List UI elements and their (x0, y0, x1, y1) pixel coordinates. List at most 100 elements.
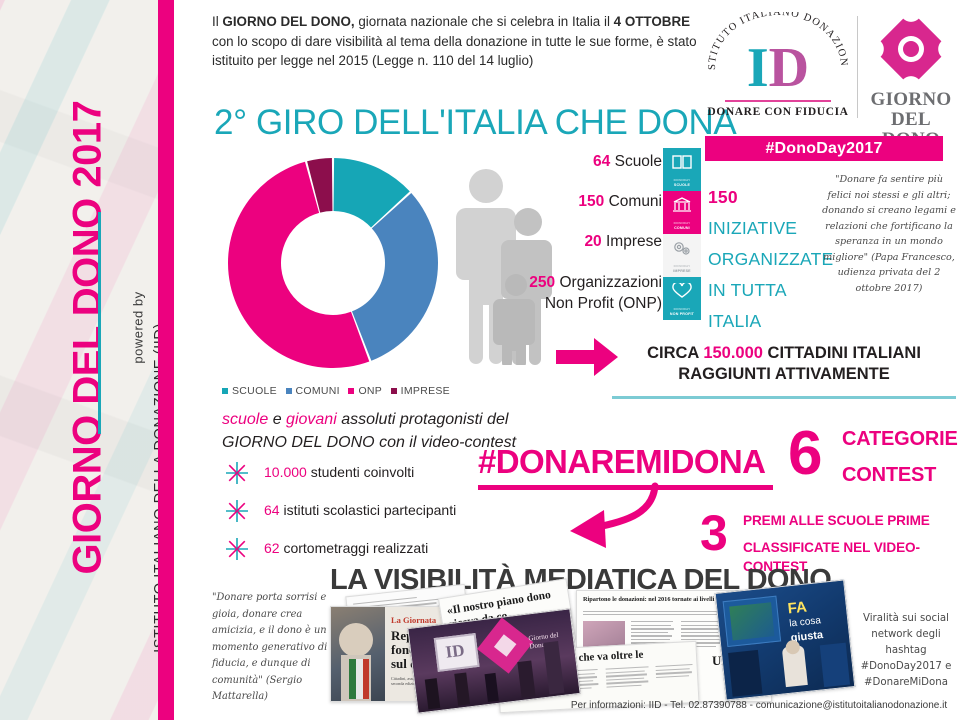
bullet-item: 10.000 studenti coinvolti (224, 458, 524, 496)
stat-number: 64 (593, 153, 611, 170)
iniziative-line2: ORGANIZZATE (708, 249, 834, 269)
icon-card-comuni-caption: DONODAY COMUNI (673, 221, 691, 230)
stat-label: Organizzazioni (555, 274, 662, 291)
intro-paragraph: Il GIORNO DEL DONO, giornata nazionale c… (212, 12, 702, 71)
bullet-text: 62 cortometraggi realizzati (264, 540, 428, 556)
legend-swatch-comuni (285, 388, 292, 394)
tv-overlay1: FA (786, 598, 808, 618)
legend-item-comuni: COMUNI (285, 385, 340, 397)
star-bullet-icon (224, 536, 250, 562)
legend-item-scuole: SCUOLE (222, 385, 277, 397)
iniziative-block: 150 INIZIATIVE ORGANIZZATE IN TUTTA ITAL… (708, 182, 834, 337)
donaremidona-hashtag: #DONAREMIDONA (478, 443, 766, 480)
legend-swatch-scuole (222, 388, 228, 394)
legend-swatch-onp (348, 388, 355, 394)
iid-divider (725, 100, 831, 102)
stat-number: 20 (584, 233, 602, 250)
icon-card-scuole: DONODAY SCUOLE (663, 148, 701, 191)
section-title-giro: 2° GIRO DELL'ITALIA CHE DONA (214, 103, 737, 142)
media-collage: La Giornata Repubblica fondata sul dono … (330, 578, 870, 714)
iniziative-word: INIZIATIVE (708, 218, 798, 238)
donaremidona-underline (478, 485, 773, 490)
icon-card-comuni: DONODAY COMUNI (663, 191, 701, 234)
curved-arrow-icon (560, 482, 670, 552)
bullet-item: 62 cortometraggi realizzati (224, 534, 524, 572)
iid-logo: ISTITUTO ITALIANO DONAZIONE ID DONARE CO… (705, 12, 851, 128)
bullet-number: 10.000 (264, 464, 307, 480)
clip1-kicker: La Giornata (391, 615, 437, 625)
icon-card-scuole-caption: DONODAY SCUOLE (673, 178, 691, 187)
book-icon (663, 154, 701, 175)
legend-label-comuni: COMUNI (295, 385, 340, 397)
stat-number: 150 (578, 193, 605, 210)
donut-chart (222, 152, 444, 374)
banner-title: GIORNO DEL DONO 2017 (65, 100, 110, 575)
scuole-rest: assoluti protagonisti del (336, 411, 509, 428)
categorie-labels: CATEGORIE CONTEST (842, 426, 958, 488)
iid-letter-i: I (746, 37, 769, 99)
logo-separator (857, 16, 858, 118)
icon-card-imprese-caption: DONODAY IMPRESE (673, 264, 691, 273)
legend-swatch-imprese (390, 388, 397, 394)
chart-legend: SCUOLE COMUNI ONP IMPRESE (222, 385, 450, 397)
stat-label: Imprese (601, 233, 662, 250)
banner-powered-by: powered by (130, 291, 146, 364)
gears-icon (663, 240, 701, 261)
intro-bold2: 4 OTTOBRE (613, 14, 691, 29)
scuole-giovani-text: scuole e giovani assoluti protagonisti d… (222, 408, 522, 454)
bullet-number: 62 (264, 540, 280, 556)
stat-number: 250 (529, 274, 556, 291)
iniziative-line3: IN TUTTA ITALIA (708, 280, 786, 331)
stat-label-line2: Non Profit (ONP) (544, 295, 662, 312)
gdd-logo: GIORNO DEL DONO (861, 0, 960, 150)
bullet-label: studenti coinvolti (306, 464, 415, 480)
people-silhouettes-icon (448, 160, 568, 368)
iniziative-number: 150 (708, 187, 738, 207)
scuole-pink1: scuole (222, 411, 269, 428)
iid-tagline: DONARE CON FIDUCIA (707, 106, 849, 118)
categorie-line2: CONTEST (842, 464, 937, 486)
icon-card-nonprofit: DONODAY NON PROFIT (663, 277, 701, 320)
categorie-line1: CATEGORIE (842, 428, 958, 450)
legend-label-scuole: SCUOLE (232, 385, 277, 397)
social-viralita-text: Viralità sui social network degli hashta… (860, 613, 952, 688)
bullet-label: cortometraggi realizzati (279, 540, 429, 556)
clip3-headline: Ripartono le donazioni: nel 2016 tornate… (583, 596, 739, 603)
bullet-text: 10.000 studenti coinvolti (264, 464, 414, 480)
iid-arc-text-svg: ISTITUTO ITALIANO DONAZIONE (705, 12, 848, 70)
stat-row-organizzazioni: 250 Organizzazioni Non Profit (ONP) (490, 272, 662, 314)
intro-part3: con lo scopo di dare visibilità al tema … (212, 33, 697, 69)
stats-list: 64 Scuole 150 Comuni 20 Imprese 250 Organiz… (490, 152, 662, 314)
legend-label-onp: ONP (358, 385, 383, 397)
bullet-item: 64 istituti scolastici partecipanti (224, 496, 524, 534)
circa-post: CITTADINI ITALIANI (762, 344, 921, 362)
circa-line2: RAGGIUNTI ATTIVAMENTE (678, 365, 890, 383)
footer-contact: Per informazioni: IID - Tel. 02.87390788… (570, 700, 948, 711)
heart-icon (663, 281, 701, 304)
scuole-pink2: giovani (286, 411, 337, 428)
bullet-label: istituti scolastici partecipanti (279, 502, 457, 518)
banner-divider (98, 212, 101, 434)
scuole-mid: e (268, 411, 287, 428)
collage-photo-tv: FA la cosa giusta (714, 579, 856, 701)
intro-part1: Il (212, 14, 223, 29)
category-icon-stack: DONODAY SCUOLE DONODAY COMUNI DONODAY IMPRE… (663, 148, 701, 320)
scuole-line2: GIORNO DEL DONO con il video-contest (222, 434, 517, 451)
premi-line1: PREMI ALLE SCUOLE PRIME (743, 513, 930, 528)
stat-row-scuole: 64 Scuole (490, 152, 662, 172)
premi-number: 3 (700, 505, 728, 561)
icon-card-imprese: DONODAY IMPRESE (663, 234, 701, 277)
donut-slice-comuni (351, 193, 438, 361)
stat-label: Comuni (604, 193, 662, 210)
stat-row-imprese: 20 Imprese (490, 232, 662, 252)
categorie-number: 6 (788, 419, 823, 488)
legend-item-onp: ONP (348, 385, 382, 397)
logo-block: ISTITUTO ITALIANO DONAZIONE ID DONARE CO… (705, 0, 960, 164)
icon-card-nonprofit-caption: DONODAY NON PROFIT (669, 307, 695, 316)
stat-row-comuni: 150 Comuni (490, 192, 662, 212)
premi-line2: CLASSIFICATE NEL VIDEO-CONTEST (743, 540, 920, 574)
building-icon (663, 197, 701, 218)
donut-slice-onp (228, 161, 370, 368)
bullet-number: 64 (264, 502, 280, 518)
